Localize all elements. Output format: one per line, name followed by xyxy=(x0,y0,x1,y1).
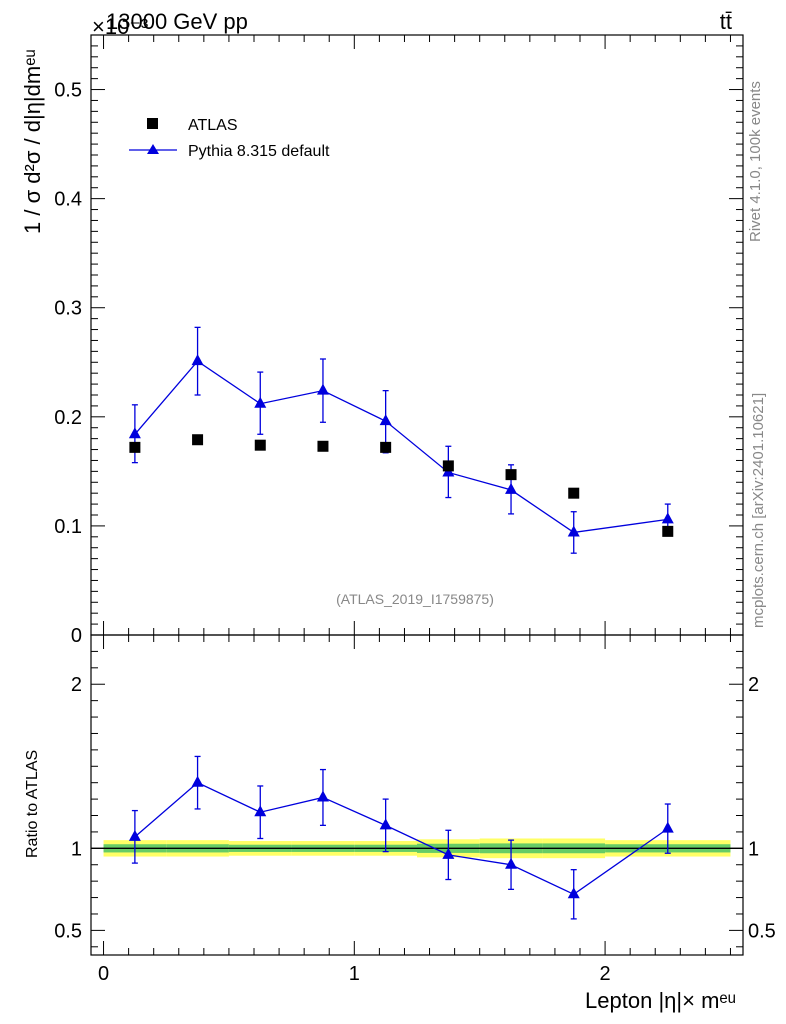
y-tick-label-zero: 0 xyxy=(71,625,82,647)
energy-label: 13000 GeV pp xyxy=(106,9,248,34)
ratio-uncertainty-band xyxy=(91,838,743,858)
ratio-point xyxy=(662,822,674,833)
mc-point xyxy=(192,354,204,365)
chart-canvas: 0 1 20.10.20.30.40.500.5 0.51 12 2 ×10⁻³ 1300… xyxy=(0,0,786,1024)
x-tick-label: 2 xyxy=(600,963,611,985)
mc-line xyxy=(135,361,668,532)
legend-data-marker xyxy=(147,118,158,129)
ratio-y-tick-label-right: 1 xyxy=(748,838,759,860)
ratio-y-tick-label-right: 0.5 xyxy=(748,920,776,942)
y-tick-label: 0.4 xyxy=(54,189,82,211)
y-tick-label: 0.5 xyxy=(54,80,82,102)
ratio-point xyxy=(505,858,517,869)
mcplots-label: mcplots.cern.ch [arXiv:2401.10621] xyxy=(750,393,767,628)
atlas-point xyxy=(317,441,328,452)
x-tick-label: 0 xyxy=(98,963,109,985)
atlas-point xyxy=(192,434,203,445)
main-y-axis-title: 1 / σ d²σ / d|η|dmᵉᵘ xyxy=(20,49,45,234)
y-tick-label: 0.2 xyxy=(54,407,82,429)
mc-point xyxy=(317,384,329,395)
ratio-plot-frame xyxy=(91,635,743,955)
ratio-point xyxy=(317,790,329,801)
x-axis-title: Lepton |η|× mᵉᵘ xyxy=(585,988,736,1013)
process-label: tt̄ xyxy=(720,9,732,34)
ratio-y-axis-title: Ratio to ATLAS xyxy=(24,750,41,858)
ratio-y-tick-label-left: 0.5 xyxy=(54,920,82,942)
data-marks xyxy=(129,327,674,919)
atlas-point xyxy=(662,526,673,537)
rivet-label: Rivet 4.1.0, 100k events xyxy=(747,81,764,242)
y-tick-label: 0.3 xyxy=(54,298,82,320)
ratio-point xyxy=(192,776,204,787)
mc-point xyxy=(568,525,580,536)
x-tick-label: 1 xyxy=(349,963,360,985)
atlas-point xyxy=(568,488,579,499)
ratio-y-tick-label-left: 2 xyxy=(71,674,82,696)
ratio-y-tick-label-left: 1 xyxy=(71,838,82,860)
atlas-point xyxy=(506,469,517,480)
legend-mc-marker xyxy=(147,144,159,154)
atlas-point xyxy=(443,460,454,471)
atlas-point xyxy=(255,440,266,451)
ratio-point xyxy=(129,830,141,841)
analysis-label: (ATLAS_2019_I1759875) xyxy=(336,591,494,607)
ratio-y-tick-label-right: 2 xyxy=(748,674,759,696)
legend-data-label: ATLAS xyxy=(188,117,238,134)
atlas-point xyxy=(380,442,391,453)
atlas-point xyxy=(129,442,140,453)
legend: ATLAS Pythia 8.315 default xyxy=(129,117,330,160)
legend-mc-label: Pythia 8.315 default xyxy=(188,143,330,160)
mc-point xyxy=(662,512,674,523)
y-tick-label: 0.1 xyxy=(54,516,82,538)
